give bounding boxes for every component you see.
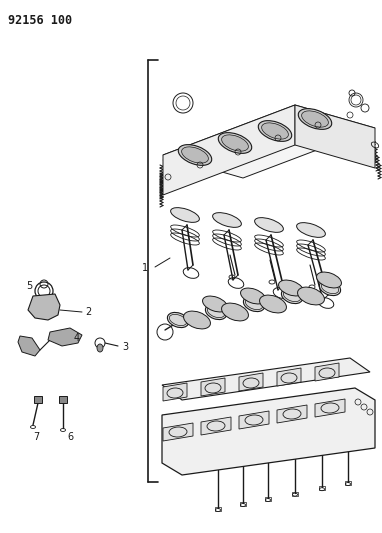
Ellipse shape	[218, 133, 252, 154]
Polygon shape	[277, 405, 307, 423]
Polygon shape	[201, 378, 225, 396]
Ellipse shape	[97, 344, 103, 352]
Ellipse shape	[243, 296, 265, 312]
Polygon shape	[239, 373, 263, 391]
Ellipse shape	[167, 312, 189, 328]
Ellipse shape	[184, 311, 210, 329]
Polygon shape	[201, 417, 231, 435]
Text: 2: 2	[85, 307, 91, 317]
Ellipse shape	[222, 303, 248, 321]
Polygon shape	[59, 396, 67, 403]
Ellipse shape	[255, 217, 283, 232]
Ellipse shape	[241, 288, 265, 304]
Ellipse shape	[178, 144, 212, 165]
Polygon shape	[239, 411, 269, 429]
Polygon shape	[28, 294, 60, 320]
Text: 3: 3	[122, 342, 128, 352]
Polygon shape	[163, 383, 187, 401]
Ellipse shape	[278, 280, 303, 296]
Text: 1: 1	[142, 263, 148, 273]
Ellipse shape	[171, 208, 199, 222]
Ellipse shape	[202, 296, 227, 312]
Polygon shape	[163, 105, 295, 195]
Ellipse shape	[317, 272, 342, 288]
Polygon shape	[162, 358, 370, 400]
Polygon shape	[18, 336, 40, 356]
Polygon shape	[162, 388, 375, 475]
Polygon shape	[295, 105, 375, 168]
Text: 7: 7	[33, 432, 39, 442]
Text: 5: 5	[26, 281, 32, 291]
Ellipse shape	[206, 304, 227, 320]
Ellipse shape	[298, 287, 324, 305]
Ellipse shape	[302, 111, 329, 127]
Ellipse shape	[282, 288, 303, 304]
Polygon shape	[277, 368, 301, 386]
Ellipse shape	[258, 120, 292, 141]
Ellipse shape	[181, 147, 208, 163]
Polygon shape	[34, 396, 42, 403]
Polygon shape	[315, 363, 339, 381]
Ellipse shape	[296, 223, 325, 237]
Polygon shape	[163, 423, 193, 441]
Text: 92156 100: 92156 100	[8, 14, 72, 27]
Ellipse shape	[222, 135, 248, 151]
Polygon shape	[315, 399, 345, 417]
Polygon shape	[163, 105, 375, 178]
Ellipse shape	[319, 280, 341, 296]
Text: 6: 6	[67, 432, 73, 442]
Ellipse shape	[213, 213, 241, 228]
Ellipse shape	[298, 109, 332, 130]
Polygon shape	[48, 328, 82, 346]
Text: 4: 4	[74, 333, 80, 343]
Ellipse shape	[259, 295, 286, 313]
Ellipse shape	[262, 123, 288, 139]
